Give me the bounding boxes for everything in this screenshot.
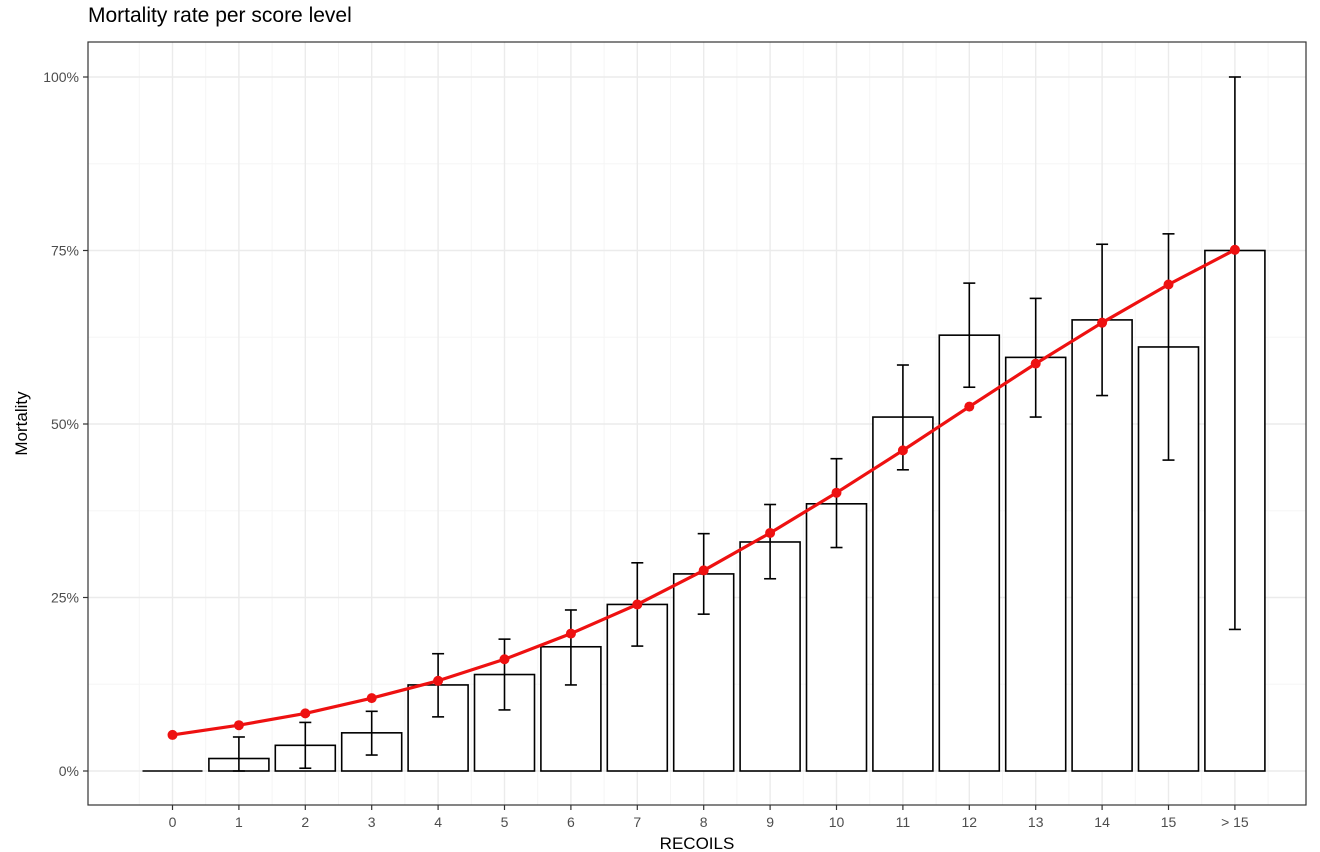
error-bar [1228,76,1241,631]
trend-point [1030,358,1041,369]
bar [805,503,868,772]
x-tick-label: 1 [235,814,243,830]
y-tick-label: 25% [51,590,79,606]
trend-point [233,720,244,731]
trend-line [167,244,1240,740]
bar [938,334,1001,772]
error-bar [1029,297,1042,418]
trend-point [831,487,842,498]
trend-point [1229,244,1240,255]
error-bar [498,638,511,711]
axes: 0%25%50%75%100%0 1 2 3 4 5 6 7 8 9 10 11 12 13 14 15 > 1… [43,41,1307,830]
bar [872,416,934,772]
error-bar [830,457,843,549]
x-tick-label: 15 [1161,814,1177,830]
x-tick-label: 7 [633,814,641,830]
x-tick-label: 3 [368,814,376,830]
x-tick-label: 14 [1094,814,1110,830]
error-bar [764,503,777,580]
chart-title: Mortality rate per score level [88,4,352,27]
trend-point [964,401,975,412]
bars [142,249,1266,772]
error-bar [232,736,245,772]
trend-point [698,565,709,576]
trend-point [300,708,311,719]
x-tick-label: 9 [766,814,774,830]
error-bar [365,710,378,756]
y-tick-label: 75% [51,243,79,259]
trend-point [167,729,178,740]
error-bar [963,282,976,389]
trend-point [1163,279,1174,290]
x-tick-label: 12 [962,814,978,830]
bar [739,541,801,772]
y-axis-title: Mortality [12,391,31,456]
x-tick-label: 6 [567,814,575,830]
trend-point [1097,317,1108,328]
x-tick-label: 0 [169,814,177,830]
x-tick-label: 10 [829,814,845,830]
trend-point [565,628,576,639]
bar [1004,356,1067,772]
trend-point [897,445,908,456]
error-bar [564,609,577,686]
x-tick-label: 13 [1028,814,1044,830]
trend-point [366,693,377,704]
trend-point [765,527,776,538]
x-tick-label: > 15 [1221,814,1249,830]
error-bar [299,721,312,770]
trend-point [632,599,643,610]
y-tick-label: 50% [51,416,79,432]
trend-point [499,654,510,665]
error-bar [1162,233,1175,461]
y-tick-label: 100% [43,69,79,85]
trend-point [433,675,444,686]
x-tick-label: 4 [434,814,442,830]
x-tick-label: 8 [700,814,708,830]
x-tick-label: 11 [896,814,911,830]
x-tick-label: 5 [501,814,509,830]
x-tick-label: 2 [301,814,309,830]
y-tick-label: 0% [59,763,79,779]
x-axis-title: RECOILS [660,834,735,852]
